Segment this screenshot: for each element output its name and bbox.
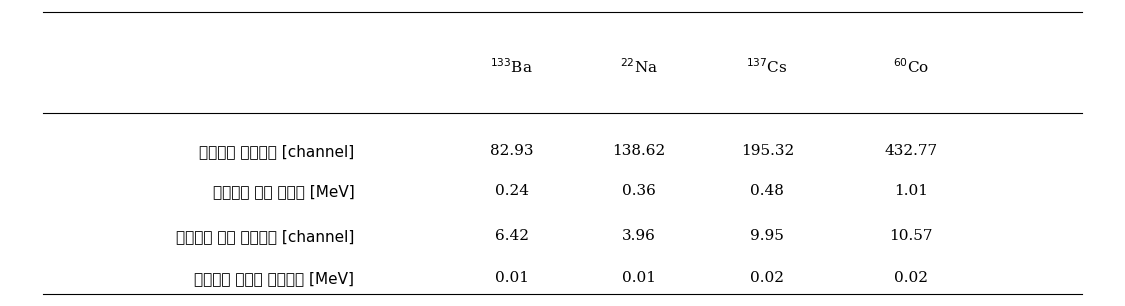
Text: $^{137}$Cs: $^{137}$Cs: [746, 57, 789, 76]
Text: 피크위치 에너지 표준편차 [MeV]: 피크위치 에너지 표준편차 [MeV]: [195, 271, 354, 286]
Text: 피크위치 채널평균 [channel]: 피크위치 채널평균 [channel]: [199, 144, 354, 159]
Text: 0.02: 0.02: [750, 271, 784, 285]
Text: 195.32: 195.32: [740, 144, 794, 159]
Text: $^{60}$Co: $^{60}$Co: [893, 57, 929, 76]
Text: 3.96: 3.96: [622, 229, 656, 243]
Text: 10.57: 10.57: [890, 229, 933, 243]
Text: $^{22}$Na: $^{22}$Na: [620, 57, 658, 76]
Text: 피크위치 채널 표준편차 [channel]: 피크위치 채널 표준편차 [channel]: [176, 229, 354, 244]
Text: 0.02: 0.02: [894, 271, 928, 285]
Text: 0.36: 0.36: [622, 184, 656, 198]
Text: 138.62: 138.62: [612, 144, 666, 159]
Text: 1.01: 1.01: [894, 184, 928, 198]
Text: 0.48: 0.48: [750, 184, 784, 198]
Text: $^{133}$Ba: $^{133}$Ba: [490, 57, 533, 76]
Text: 0.01: 0.01: [622, 271, 656, 285]
Text: 6.42: 6.42: [495, 229, 529, 243]
Text: 0.01: 0.01: [495, 271, 529, 285]
Text: 432.77: 432.77: [884, 144, 938, 159]
Text: 피크위치 평균 에너지 [MeV]: 피크위치 평균 에너지 [MeV]: [213, 184, 354, 199]
Text: 0.24: 0.24: [495, 184, 529, 198]
Text: 82.93: 82.93: [490, 144, 533, 159]
Text: 9.95: 9.95: [750, 229, 784, 243]
